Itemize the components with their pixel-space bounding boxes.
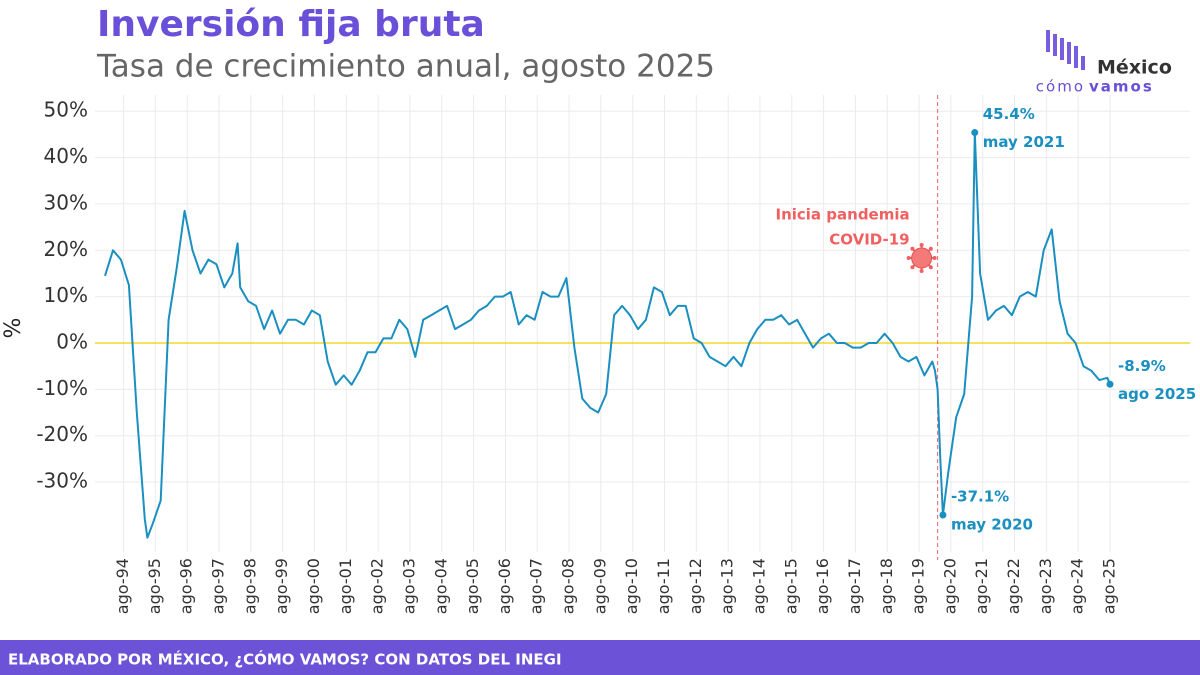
source: ELABORADO POR MÉXICO, ¿CÓMO VAMOS? CON D… [8,650,562,669]
x-tick-label: ago-08 [559,558,578,614]
y-tick-label: 40% [44,144,88,168]
logo-bar [1046,30,1050,52]
virus-body [911,247,933,269]
x-tick-label: ago-94 [113,558,132,614]
x-tick-label: ago-96 [177,558,196,614]
event-label: Inicia pandemia [776,206,910,224]
y-tick-label: -30% [36,469,88,493]
x-tick-label: ago-05 [463,558,482,614]
x-tick-label: ago-01 [336,558,355,614]
value-label: 45.4% [983,105,1035,123]
highlight-point [939,511,947,519]
y-tick-label: 0% [56,329,88,353]
x-tick-label: ago-06 [495,558,514,614]
y-tick-label: 20% [44,237,88,261]
x-tick-label: ago-12 [686,558,705,614]
x-tick-label: ago-09 [590,558,609,614]
x-tick-label: ago-97 [209,558,228,614]
x-tick-label: ago-07 [527,558,546,614]
x-tick-label: ago-16 [813,558,832,614]
value-label: -37.1% [951,487,1009,505]
virus-spike-tip [928,265,933,270]
logo-bar [1081,56,1085,70]
date-label: ago 2025 [1118,385,1196,403]
chart-title: Inversión fija bruta [97,4,485,45]
x-tick-label: ago-21 [972,558,991,614]
date-label: may 2021 [983,133,1065,151]
logo-name: México [1097,57,1172,79]
logo-bar [1074,46,1078,68]
logo-text: cómo [1036,78,1085,96]
x-tick-label: ago-14 [749,558,768,614]
x-tick-label: ago-95 [145,558,164,614]
chart-subtitle: Tasa de crecimiento anual, agosto 2025 [96,49,715,85]
virus-spike-tip [919,269,924,273]
highlight-point [1106,380,1114,388]
virus-spike-tip [910,265,915,270]
x-tick-label: ago-20 [940,558,959,614]
x-tick-label: ago-13 [718,558,737,614]
y-tick-label: -10% [36,376,88,400]
highlight-point [971,129,979,137]
footer-bar [0,640,1200,675]
x-tick-label: ago-04 [431,558,450,614]
value-label: -8.9% [1118,357,1166,375]
virus-spike-tip [919,243,924,247]
event-label: COVID-19 [829,231,909,249]
virus-spike-tip [906,256,911,260]
x-tick-label: ago-10 [622,558,641,614]
virus-spike-tip [910,246,915,251]
y-tick-label: 30% [44,190,88,214]
virus-spike-tip [928,246,933,251]
logo-text: vamos [1089,78,1154,96]
logo-bar [1053,34,1057,56]
virus-icon [906,243,937,273]
logo-bar [1060,38,1064,60]
logo: México cómo vamos [1036,30,1172,96]
x-tick-label: ago-19 [909,558,928,614]
x-tick-label: ago-99 [272,558,291,614]
x-tick-label: ago-15 [781,558,800,614]
date-label: may 2020 [951,515,1033,533]
x-tick-label: ago-24 [1068,558,1087,614]
x-tick-label: ago-17 [845,558,864,614]
x-tick-label: ago-25 [1100,558,1119,614]
x-tick-label: ago-18 [877,558,896,614]
x-tick-label: ago-23 [1036,558,1055,614]
x-tick-label: ago-98 [240,558,259,614]
y-tick-label: 50% [44,98,88,122]
y-tick-label: -20% [36,422,88,446]
data-line [104,131,1111,539]
y-tick-label: 10% [44,283,88,307]
x-tick-label: ago-22 [1004,558,1023,614]
x-tick-label: ago-11 [654,558,673,614]
virus-spike-tip [932,256,937,260]
x-tick-label: ago-00 [304,558,323,614]
y-axis-label: % [1,318,26,339]
x-tick-label: ago-03 [399,558,418,614]
logo-bar [1067,42,1071,64]
x-tick-label: ago-02 [368,558,387,614]
